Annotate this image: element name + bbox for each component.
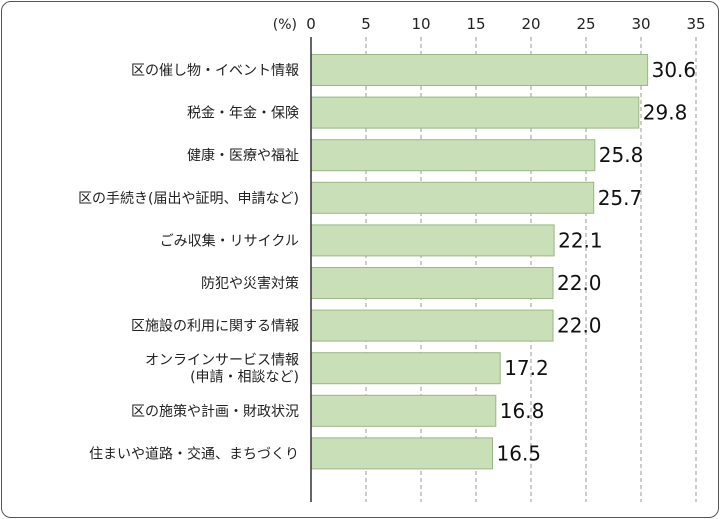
category-label: 税金・年金・保険	[187, 106, 299, 122]
category-label: 区の手続き(届出や証明、申請など)	[78, 190, 299, 207]
data-label: 22.1	[558, 228, 603, 252]
tick-label: 35	[686, 15, 705, 33]
data-label: 25.8	[599, 143, 644, 167]
category-label: 住まいや道路・交通、まちづくり	[89, 445, 299, 462]
category-label: オンラインサービス情報	[145, 353, 299, 369]
data-label: 25.7	[598, 186, 643, 210]
bar	[310, 309, 554, 342]
category-label: ごみ収集・リサイクル	[160, 232, 299, 249]
data-label: 16.8	[500, 399, 545, 423]
tick-label: 20	[521, 15, 540, 33]
unit-label: (%)	[273, 17, 297, 33]
bar	[310, 437, 493, 470]
data-label: 17.2	[504, 356, 549, 380]
data-label: 29.8	[643, 101, 688, 125]
data-label: 16.5	[497, 441, 542, 465]
tick-label: 15	[466, 15, 485, 33]
bar	[310, 181, 595, 214]
category-label: 区施設の利用に関する情報	[131, 319, 299, 335]
category-label: 区の催し物・イベント情報	[131, 63, 299, 79]
data-label: 30.6	[652, 58, 697, 82]
data-label: 22.0	[557, 271, 602, 295]
category-label: (申請・相談など)	[190, 370, 299, 386]
bar	[310, 96, 640, 129]
tick-label: 10	[411, 15, 430, 33]
bar	[310, 54, 649, 86]
tick-label: 30	[631, 15, 650, 33]
bar	[310, 139, 596, 172]
data-label: 22.0	[557, 314, 602, 338]
category-label: 防犯や災害対策	[201, 275, 299, 292]
category-label: 区の施策や計画・財政状況	[131, 403, 299, 420]
tick-label: 0	[306, 15, 316, 33]
category-label: 健康・医療や福祉	[187, 147, 299, 164]
bar	[310, 267, 554, 299]
bar	[310, 394, 497, 427]
bar	[310, 224, 555, 257]
tick-label: 5	[361, 15, 371, 33]
bar	[310, 352, 501, 385]
tick-label: 25	[576, 15, 595, 33]
